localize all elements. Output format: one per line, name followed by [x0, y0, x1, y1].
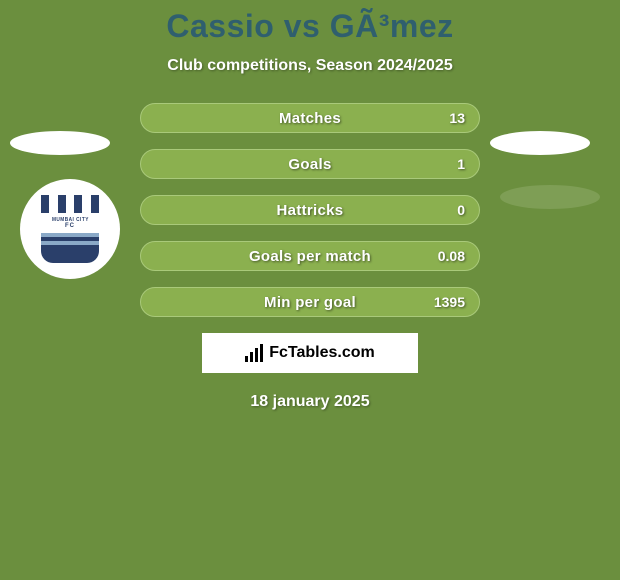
stat-value: 1395	[434, 294, 465, 310]
branding-badge: FcTables.com	[202, 333, 418, 373]
crest-battlements	[41, 195, 99, 213]
page-root: Cassio vs GÃ³mez Club competitions, Seas…	[0, 0, 620, 580]
stat-value: 0.08	[438, 248, 465, 264]
page-subtitle: Club competitions, Season 2024/2025	[0, 57, 620, 75]
date-text: 18 january 2025	[0, 393, 620, 411]
stat-value: 13	[449, 110, 465, 126]
page-title: Cassio vs GÃ³mez	[0, 0, 620, 45]
stat-label: Min per goal	[264, 294, 356, 311]
stat-label: Hattricks	[277, 202, 344, 219]
stat-value: 1	[457, 156, 465, 172]
stat-label: Goals per match	[249, 248, 371, 265]
stat-rows: Matches 13 Goals 1 Hattricks 0 Goals per match…	[140, 103, 480, 317]
stat-label: Goals	[288, 156, 331, 173]
team-badge: MUMBAI CITY FC	[20, 179, 120, 279]
stat-row: Goals per match 0.08	[140, 241, 480, 271]
bar-chart-icon	[245, 344, 263, 362]
crest-bottom	[41, 251, 99, 263]
stat-label: Matches	[279, 110, 341, 127]
accent-ellipse-left	[10, 131, 110, 155]
accent-ellipse-right-2	[500, 185, 600, 209]
stat-row: Hattricks 0	[140, 195, 480, 225]
stat-value: 0	[457, 202, 465, 218]
crest-text-line2: FC	[51, 223, 90, 229]
branding-text: FcTables.com	[269, 344, 375, 362]
stat-row: Goals 1	[140, 149, 480, 179]
accent-ellipse-right	[490, 131, 590, 155]
stat-row: Matches 13	[140, 103, 480, 133]
stat-row: Min per goal 1395	[140, 287, 480, 317]
crest-text-line1: MUMBAI CITY	[52, 217, 89, 223]
crest-stripes	[41, 233, 99, 251]
crest-text-band: MUMBAI CITY FC	[41, 213, 99, 233]
content-area: MUMBAI CITY FC Matches 13 Goals 1 Hattricks 0…	[0, 103, 620, 411]
team-crest: MUMBAI CITY FC	[41, 195, 99, 263]
